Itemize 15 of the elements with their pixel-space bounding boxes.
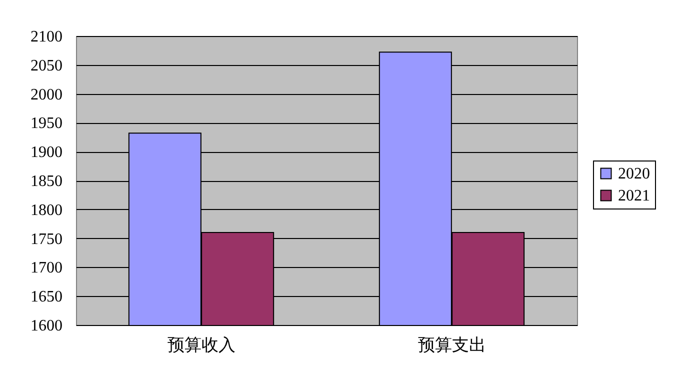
y-tick-label: 1600: [30, 318, 62, 334]
y-tick-label: 1700: [30, 260, 62, 277]
legend-label: 2021: [618, 188, 650, 204]
y-tick-label: 1750: [30, 230, 62, 248]
y-tick-label: 2000: [30, 86, 62, 104]
x-tick-label: 预算支出: [418, 336, 486, 356]
y-tick-label: 1900: [30, 144, 62, 162]
legend-label: 2020: [618, 166, 650, 182]
y-tick-label: 1800: [30, 202, 62, 219]
y-tick-label: 2050: [30, 57, 62, 74]
y-tick-label: 1850: [30, 173, 62, 190]
y-tick-label: 1650: [30, 288, 62, 306]
y-tick-label: 2100: [30, 28, 62, 46]
x-tick-label: 预算收入: [167, 336, 236, 356]
y-tick-label: 1950: [30, 115, 62, 132]
